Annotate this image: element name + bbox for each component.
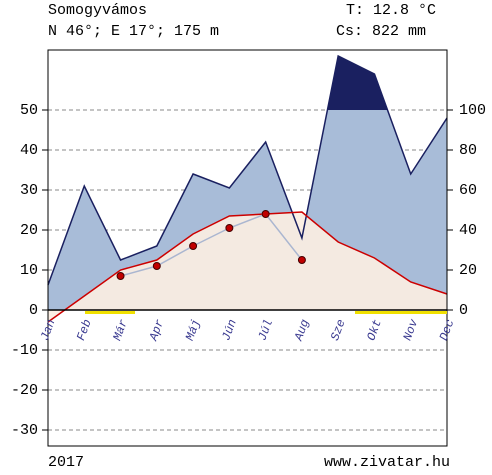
mean-temperature: T: 12.8 °C bbox=[346, 2, 436, 19]
actual-point bbox=[297, 256, 306, 264]
y-tick-label: 50 bbox=[20, 102, 38, 119]
frost-band bbox=[85, 311, 135, 314]
x-tick-label: Sze bbox=[328, 318, 349, 343]
y-tick-label: -30 bbox=[11, 422, 38, 439]
x-tick-label: Júl bbox=[256, 318, 277, 343]
y2-tick-label: 60 bbox=[459, 182, 477, 199]
frost-band bbox=[355, 311, 447, 314]
x-tick-label: Feb bbox=[74, 318, 95, 343]
y-tick-label: 30 bbox=[20, 182, 38, 199]
source: www.zivatar.hu bbox=[324, 454, 450, 471]
total-precipitation: Cs: 822 mm bbox=[336, 23, 426, 40]
y2-tick-label: 20 bbox=[459, 262, 477, 279]
plot-border bbox=[47, 49, 448, 447]
temperature-area bbox=[48, 212, 447, 322]
actual-point bbox=[261, 210, 270, 218]
temperature-line bbox=[47, 211, 448, 323]
x-tick-label: Dec bbox=[437, 318, 458, 343]
y2-tick-label: 80 bbox=[459, 142, 477, 159]
precipitation-excess bbox=[327, 56, 388, 110]
actual-point bbox=[116, 272, 125, 280]
chart-subtitle: N 46°; E 17°; 175 m bbox=[48, 23, 219, 40]
x-tick-label: Jan bbox=[38, 318, 59, 343]
chart-title: Somogyvámos bbox=[48, 2, 147, 19]
precipitation-line bbox=[47, 54, 448, 286]
y-tick-label: 0 bbox=[29, 302, 38, 319]
x-tick-label: Jún bbox=[219, 318, 240, 343]
y-tick-label: -20 bbox=[11, 382, 38, 399]
actual-point bbox=[152, 262, 161, 270]
y-tick-label: 20 bbox=[20, 222, 38, 239]
actual-point bbox=[225, 224, 234, 232]
x-tick-label: Máj bbox=[183, 318, 204, 343]
y-tick-label: 40 bbox=[20, 142, 38, 159]
x-tick-label: Okt bbox=[364, 318, 385, 343]
year: 2017 bbox=[48, 454, 84, 471]
y-tick-label: -10 bbox=[11, 342, 38, 359]
actual-point bbox=[189, 242, 198, 250]
plot-area: -30-20-1001020304050020406080100300JanFe… bbox=[11, 49, 486, 447]
y2-tick-label: 0 bbox=[459, 302, 468, 319]
y-tick-label: 10 bbox=[20, 262, 38, 279]
y2-tick-label: 40 bbox=[459, 222, 477, 239]
x-tick-label: Már bbox=[110, 318, 131, 343]
y2-tick-label: 100 bbox=[459, 102, 486, 119]
actual-line bbox=[120, 213, 303, 277]
